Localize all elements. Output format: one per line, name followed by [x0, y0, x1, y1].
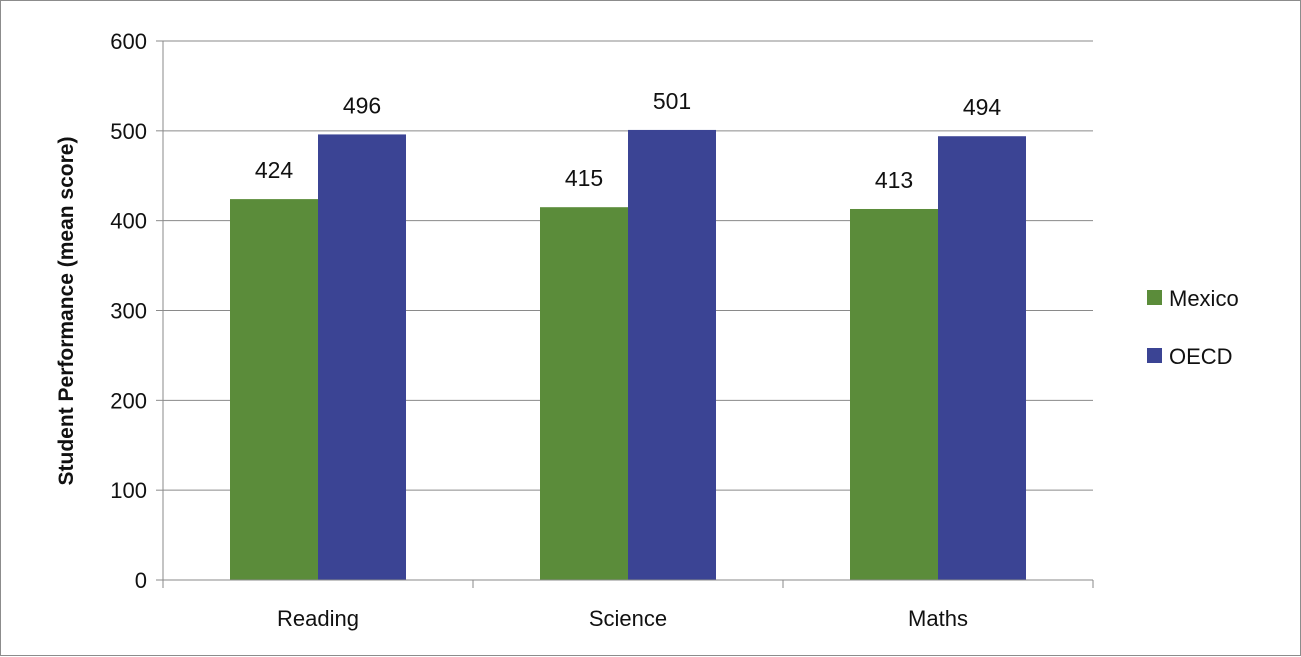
data-labels: 424 496 415 501 413 494 [255, 88, 1002, 193]
y-tick-label: 400 [110, 209, 147, 234]
x-tick-label: Maths [908, 606, 968, 631]
bar-oecd-maths [938, 136, 1026, 580]
legend-swatch-oecd [1147, 348, 1162, 363]
data-label: 413 [875, 167, 913, 193]
y-tick-label: 0 [135, 568, 147, 593]
x-tick-label: Reading [277, 606, 359, 631]
legend: Mexico OECD [1147, 286, 1239, 369]
data-label: 501 [653, 88, 691, 114]
y-tick-label: 500 [110, 119, 147, 144]
bar-mexico-maths [850, 208, 938, 580]
axes: 0 100 200 300 400 500 600 Reading Science Maths [110, 29, 1094, 631]
bars [230, 129, 1026, 581]
legend-label-oecd: OECD [1169, 344, 1233, 369]
y-axis-title: Student Performance (mean score) [55, 137, 78, 486]
bar-mexico-reading [230, 199, 318, 580]
y-tick-label: 600 [110, 29, 147, 54]
bar-oecd-reading [318, 134, 406, 580]
legend-label-mexico: Mexico [1169, 286, 1239, 311]
data-label: 496 [343, 92, 381, 118]
legend-swatch-mexico [1147, 290, 1162, 305]
y-tick-label: 100 [110, 478, 147, 503]
bar-oecd-science [628, 129, 716, 580]
data-label: 494 [963, 94, 1002, 120]
y-tick-label: 300 [110, 299, 147, 324]
data-label: 415 [565, 165, 603, 191]
bar-mexico-science [540, 207, 628, 581]
x-tick-label: Science [589, 606, 667, 631]
data-label: 424 [255, 157, 294, 183]
y-tick-label: 200 [110, 388, 147, 413]
